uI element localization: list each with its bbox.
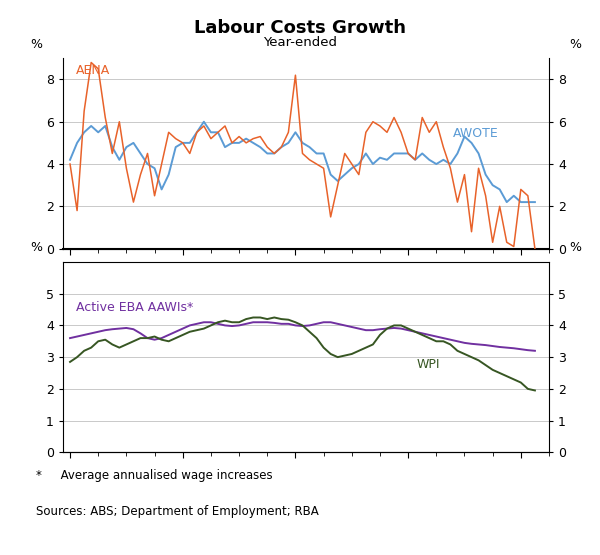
Text: Labour Costs Growth: Labour Costs Growth [194, 19, 406, 37]
Text: WPI: WPI [416, 358, 440, 371]
Text: %: % [570, 241, 582, 254]
Text: Sources: ABS; Department of Employment; RBA: Sources: ABS; Department of Employment; … [36, 505, 319, 518]
Text: %: % [570, 38, 582, 51]
Text: %: % [30, 241, 42, 254]
Text: Year-ended: Year-ended [263, 36, 337, 49]
Text: *     Average annualised wage increases: * Average annualised wage increases [36, 469, 272, 482]
Text: %: % [30, 38, 42, 51]
Text: AENA: AENA [76, 64, 110, 77]
Text: Active EBA AAWIs*: Active EBA AAWIs* [76, 301, 193, 314]
Text: AWOTE: AWOTE [453, 127, 499, 139]
